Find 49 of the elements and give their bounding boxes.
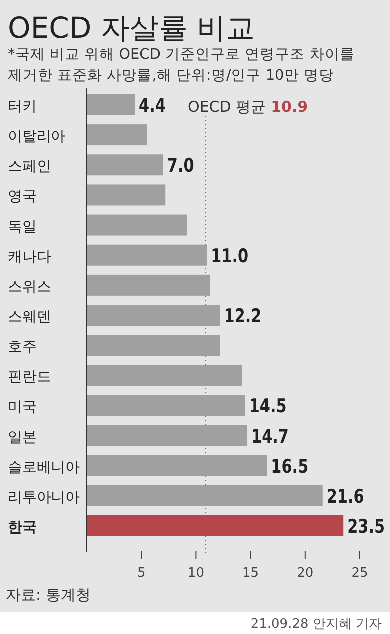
text: 자료: 통계청 [6,586,91,604]
bar [87,244,208,266]
data-label: 7.0 [167,156,194,178]
y-tick-label: 이탈리아 [8,129,66,146]
bar [87,214,188,236]
bar [87,365,242,386]
chart-subtitle: *국제 비교 위해 OECD 기준인구로 연령구조 차이를 제거한 표준화 사망률,해 단위:명/인구 10만 명당 [8,47,355,84]
data-label: 4.4 [139,95,166,118]
bar [87,124,148,146]
bar [87,184,166,206]
bar [87,485,323,506]
data-label: 21.6 [326,486,364,508]
y-tick-label: 터키 [8,99,37,115]
x-tick-label: 15 [242,566,260,581]
bar [87,395,246,416]
y-tick-label: 독일 [8,219,37,236]
data-label: 16.5 [271,456,309,478]
bar [87,154,164,176]
x-tick-label: 5 [137,566,146,581]
y-tick-label: 핀란드 [8,370,52,386]
y-tick-label: 스페인 [8,159,52,176]
data-label: 14.5 [249,396,287,418]
y-tick-label: 일본 [8,430,37,446]
bar [87,274,210,296]
data-label: 14.7 [252,426,289,448]
bar [87,94,136,116]
data-label: 11.0 [211,246,249,268]
y-tick-label: 리투아니아 [8,490,81,506]
ref-line-label: OECD 평균 10.9 [188,98,308,116]
x-tick-label: 25 [352,566,368,581]
y-tick-label: 스위스 [8,279,52,296]
chart-title: OECD 자살률 비교 [8,11,256,45]
y-tick-label: 미국 [8,400,37,416]
bar [87,304,220,326]
text: 21.09.28 안지혜 기자 [250,617,382,632]
bar [87,515,344,536]
data-label: 23.5 [348,516,386,538]
y-tick-label: 호주 [8,340,37,356]
bar [87,335,220,356]
data-label: 12.2 [224,306,262,328]
x-tick-label: 10 [188,566,204,581]
y-tick-label: 스웨덴 [8,309,52,326]
y-tick-label: 영국 [8,189,37,206]
y-tick-label: 슬로베니아 [8,460,81,476]
bar [87,455,268,476]
y-tick-label: 캐나다 [8,249,52,266]
bar [87,425,248,446]
x-tick-label: 20 [297,566,314,581]
y-tick-label: 한국 [8,520,38,536]
